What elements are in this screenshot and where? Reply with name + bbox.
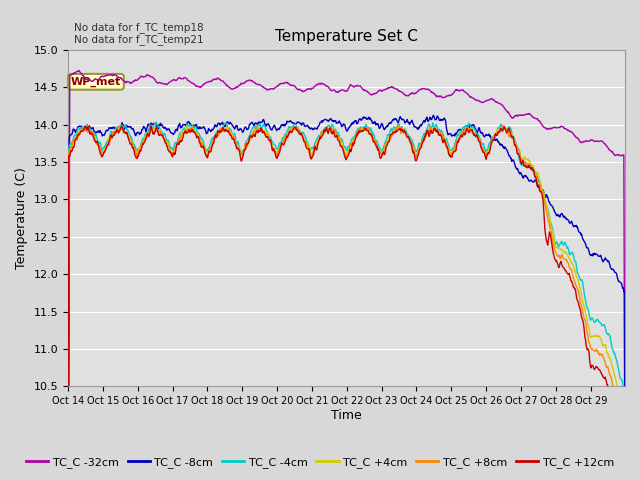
Text: No data for f_TC_temp18: No data for f_TC_temp18 xyxy=(74,22,204,33)
Y-axis label: Temperature (C): Temperature (C) xyxy=(15,167,28,269)
Legend: TC_C -32cm, TC_C -8cm, TC_C -4cm, TC_C +4cm, TC_C +8cm, TC_C +12cm: TC_C -32cm, TC_C -8cm, TC_C -4cm, TC_C +… xyxy=(22,452,618,472)
X-axis label: Time: Time xyxy=(331,409,362,422)
Text: WP_met: WP_met xyxy=(71,77,121,87)
Text: No data for f_TC_temp21: No data for f_TC_temp21 xyxy=(74,34,204,45)
Title: Temperature Set C: Temperature Set C xyxy=(275,29,418,44)
